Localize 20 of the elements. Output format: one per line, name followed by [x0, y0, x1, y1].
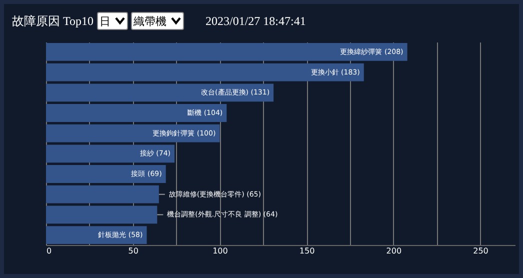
- bar: [46, 63, 364, 82]
- text: 2023/01/27 18:47:41: [206, 14, 306, 28]
- dropdown-field: 日: [96, 12, 128, 30]
- bar: [46, 185, 159, 204]
- bar: [46, 104, 227, 122]
- bar: [46, 165, 166, 183]
- x-tick-label: 100: [212, 246, 228, 256]
- bar: [46, 84, 274, 102]
- bar: [46, 206, 158, 224]
- bar: [46, 226, 147, 244]
- x-tick-label: 250: [473, 246, 488, 256]
- x-tick-label: 200: [386, 246, 402, 256]
- bar: [46, 43, 408, 61]
- bar: [46, 144, 175, 163]
- dropdown-field: 織帶機: [130, 12, 184, 30]
- bar: [46, 124, 220, 142]
- x-tick-label: 50: [128, 246, 138, 256]
- x-tick-label: 0: [46, 246, 52, 256]
- chart-title: 故障原因 Top10: [12, 12, 94, 30]
- x-tick-label: 150: [299, 246, 315, 256]
